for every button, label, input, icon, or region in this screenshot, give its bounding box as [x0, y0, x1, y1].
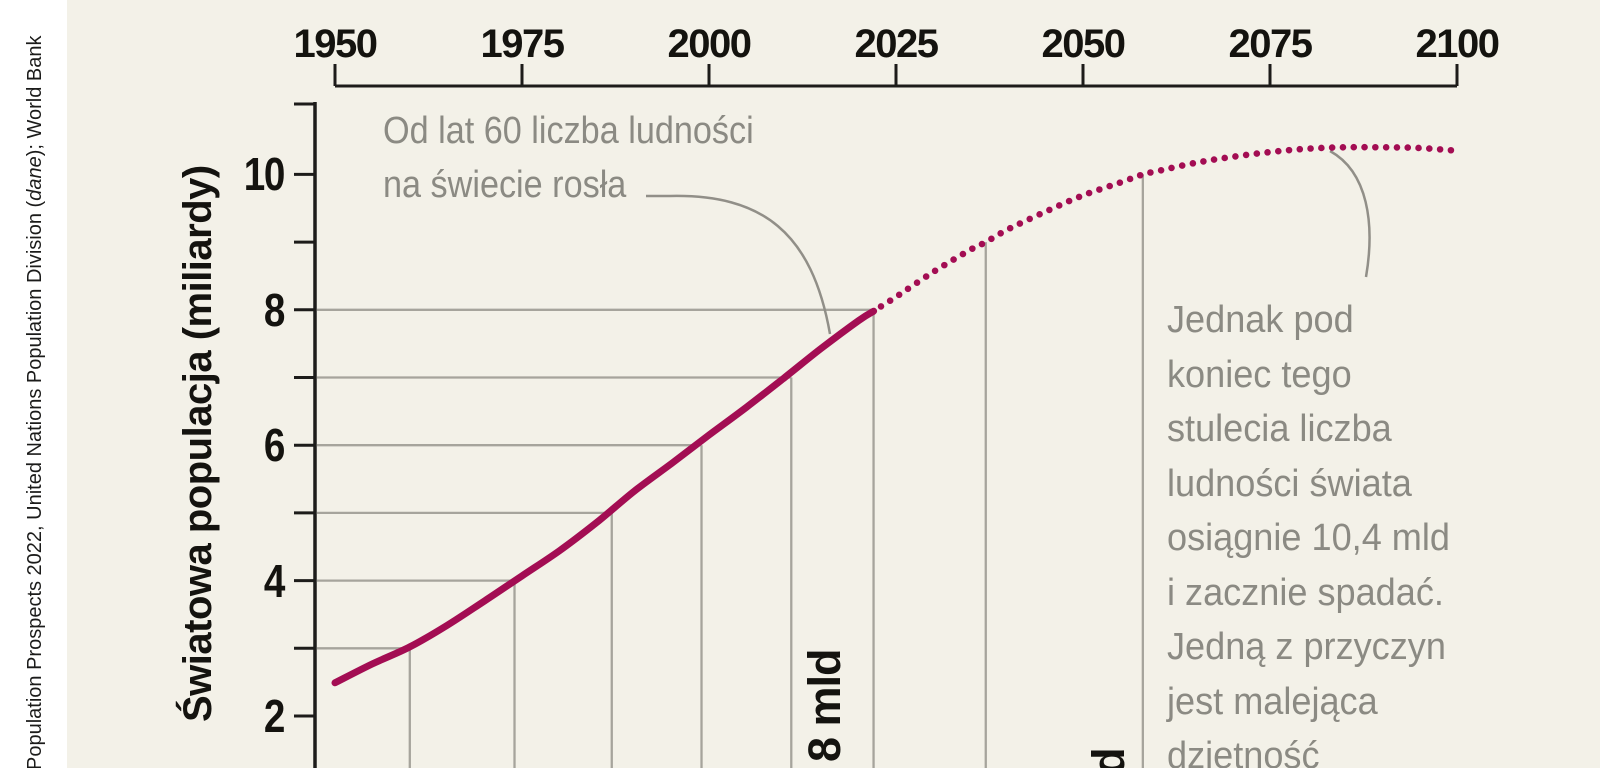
series-historical — [331, 307, 878, 687]
x-tick-label-1975: 1975 — [480, 22, 565, 66]
y-tick-label-6: 6 — [174, 418, 286, 472]
y-tick-label-text: 4 — [263, 554, 286, 607]
y-tick-label-4: 4 — [174, 554, 286, 608]
milestone-10-label: 10 mld — [1083, 748, 1134, 768]
y-tick-label-2: 2 — [174, 689, 286, 743]
y-tick-label-text: 10 — [243, 148, 286, 201]
population-curves — [331, 143, 1461, 687]
milestone-8-label: 8 mld — [799, 649, 850, 762]
annotation-decline-line: ludności świata — [1167, 462, 1412, 505]
annotation-pointer-decline — [1329, 149, 1371, 278]
annotation-decline-line: dzietność — [1167, 735, 1320, 768]
x-tick-label-2050: 2050 — [1041, 22, 1126, 66]
annotation-decline-line: Jedną z przyczyn — [1167, 626, 1446, 668]
y-tick-label-8: 8 — [174, 283, 286, 337]
annotation-growth: Od lat 60 liczba ludności na świecie ros… — [383, 104, 795, 212]
y-tick-label-10: 10 — [174, 147, 286, 201]
annotation-decline: Jednak pod koniec tego stulecia liczba l… — [1167, 293, 1465, 768]
annotation-decline-line: jest malejąca — [1167, 680, 1378, 723]
milestone-guides — [317, 174, 1144, 768]
source-credit-pre: Population Prospects 2022, United Nation… — [24, 200, 46, 768]
y-tick-label-text: 6 — [263, 419, 286, 472]
annotation-decline-line: Jednak pod — [1167, 299, 1354, 341]
series-projection — [877, 143, 1461, 310]
source-credit-post: ); World Bank — [24, 35, 46, 157]
x-tick-label-1950: 1950 — [293, 22, 378, 66]
y-tick-label-text: 8 — [263, 283, 286, 336]
x-tick-label-2100: 2100 — [1415, 22, 1500, 66]
annotation-decline-line: koniec tego — [1167, 353, 1352, 396]
x-tick-label-2025: 2025 — [854, 22, 939, 66]
annotation-growth-line: na świecie rosła — [383, 164, 627, 206]
annotation-decline-line: i zacznie spadać. — [1167, 571, 1444, 614]
x-tick-label-2000: 2000 — [667, 22, 752, 66]
source-credit-italic: dane — [24, 156, 46, 201]
y-tick-label-text: 2 — [263, 690, 286, 742]
annotation-decline-line: osiągnie 10,4 mld — [1167, 517, 1450, 559]
left-margin-panel — [0, 0, 67, 768]
x-tick-label-2075: 2075 — [1228, 22, 1313, 66]
axes — [294, 64, 1459, 768]
annotation-pointer-growth — [646, 194, 832, 335]
annotation-growth-line: Od lat 60 liczba ludności — [383, 110, 754, 152]
source-credit: Population Prospects 2022, United Nation… — [24, 36, 47, 768]
annotation-decline-line: stulecia liczba — [1167, 408, 1392, 450]
